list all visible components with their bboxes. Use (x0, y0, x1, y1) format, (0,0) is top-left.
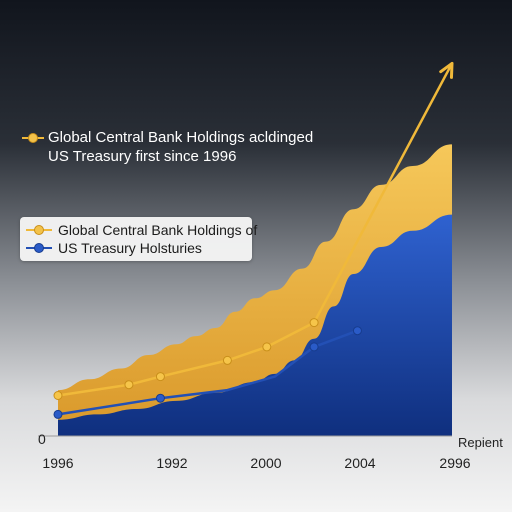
legend-blue-marker-icon (26, 243, 52, 253)
legend-entry-blue: US Treasury Holsturies (20, 239, 252, 257)
marker-layer (53, 318, 362, 419)
chart-legend: Global Central Bank Holdings of US Treas… (20, 217, 257, 261)
data-point-series-2-4 (262, 342, 272, 352)
data-point-series-2-5 (309, 318, 319, 328)
line-series-3 (56, 329, 359, 416)
data-point-series-3-2 (309, 342, 319, 352)
x-tick-label-1992: 1992 (156, 455, 187, 471)
y-tick-label-0: 0 (38, 431, 46, 447)
annotation-line-1: Global Central Bank Holdings acldinged (48, 129, 314, 146)
legend-entry-gold: Global Central Bank Holdings of (20, 221, 257, 239)
data-point-series-2-0 (53, 391, 63, 400)
axis-end-label: Repient (458, 435, 503, 450)
x-tick-label-2996: 2996 (439, 455, 470, 471)
legend-gold-marker-icon (26, 225, 52, 235)
x-tick-label-1996: 1996 (42, 455, 73, 471)
data-point-series-3-3 (352, 326, 362, 336)
annotation-marker-icon (22, 132, 44, 143)
x-tick-label-2004: 2004 (344, 455, 375, 471)
area-series-1 (58, 214, 452, 436)
trend-arrow-head (439, 61, 454, 79)
legend-blue-label: US Treasury Holsturies (58, 240, 202, 256)
data-point-series-2-3 (222, 355, 232, 365)
data-point-series-2-2 (155, 372, 165, 382)
area-layer (58, 144, 452, 436)
data-point-series-3-1 (155, 393, 165, 403)
annotation-line-2: US Treasury first since 1996 (48, 148, 237, 165)
data-point-series-2-1 (124, 380, 134, 390)
x-tick-label-2000: 2000 (250, 455, 281, 471)
legend-gold-label: Global Central Bank Holdings of (58, 222, 258, 238)
chart-annotation: Global Central Bank Holdings acldinged U… (22, 128, 313, 166)
data-point-series-3-0 (53, 409, 63, 419)
